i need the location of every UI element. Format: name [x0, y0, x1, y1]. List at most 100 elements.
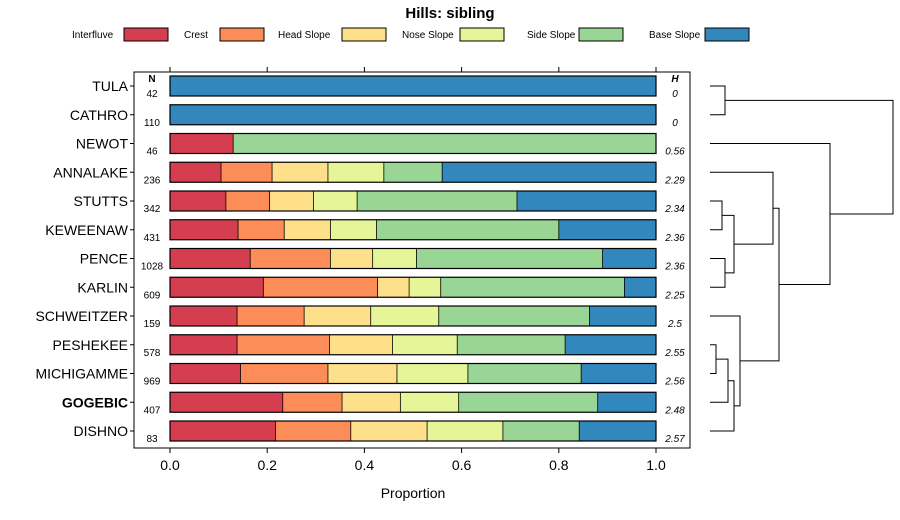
- bar-segment-dishno-nose-slope: [427, 421, 503, 441]
- x-tick-label: 0.6: [452, 457, 472, 473]
- h-value-keweenaw: 2.36: [664, 233, 685, 244]
- h-value-pence: 2.36: [664, 262, 685, 273]
- bar-segment-annalake-base-slope: [442, 162, 656, 183]
- bar-outline-karlin: [169, 276, 657, 298]
- bar-segment-gogebic-side-slope: [458, 392, 598, 413]
- bar-segment-schweitzer-head-slope: [304, 306, 371, 326]
- h-value-michigamme: 2.56: [664, 377, 685, 388]
- dendrogram-link: [725, 99, 894, 215]
- bar-segment-stutts-base-slope: [517, 191, 656, 211]
- legend-swatch-crest: [219, 27, 265, 42]
- category-label-pence: PENCE: [80, 251, 128, 267]
- bar-row-gogebic: 407 2.48: [144, 391, 685, 416]
- x-axis: 0.0 0.2 0.4 0.6 0.8 1.0: [160, 67, 666, 473]
- bar-segment-peshekee-interfluve: [170, 334, 238, 355]
- dendrogram-link: [710, 143, 831, 286]
- bar-segment-michigamme-nose-slope: [396, 363, 468, 384]
- bar-segment-schweitzer-side-slope: [438, 306, 590, 326]
- h-value-schweitzer: 2.5: [667, 319, 682, 330]
- category-label-gogebic: GOGEBIC: [62, 394, 128, 410]
- legend-label-side-slope: Side Slope: [527, 30, 576, 41]
- bar-segment-pence-side-slope: [416, 248, 603, 269]
- h-value-gogebic: 2.48: [664, 405, 685, 416]
- legend: Interfluve Crest Head Slope Nose Slope Side …: [72, 27, 750, 42]
- legend-swatch-head-slope: [341, 27, 387, 42]
- bar-segment-tula-base-slope: [170, 76, 656, 96]
- x-tick-label: 0.4: [355, 457, 375, 473]
- dendrogram: [710, 85, 894, 432]
- legend-label-interfluve: Interfluve: [72, 30, 114, 41]
- h-value-cathro: 0: [672, 118, 678, 129]
- dendrogram-link: [710, 171, 774, 245]
- bar-segment-michigamme-crest: [240, 363, 328, 384]
- bar-segment-gogebic-interfluve: [170, 392, 283, 413]
- n-header: N: [148, 74, 155, 85]
- dendrogram-link: [710, 315, 741, 407]
- x-tick-label: 0.0: [160, 457, 180, 473]
- bar-segment-michigamme-head-slope: [327, 363, 397, 384]
- bar-segment-pence-crest: [250, 248, 331, 269]
- category-label-keweenaw: KEWEENAW: [45, 222, 128, 238]
- n-value-peshekee: 578: [144, 348, 161, 359]
- category-label-dishno: DISHNO: [74, 423, 129, 439]
- legend-swatch-interfluve: [123, 27, 169, 42]
- legend-swatch-nose-slope: [459, 27, 505, 42]
- bar-segment-schweitzer-base-slope: [589, 306, 656, 326]
- bar-segment-dishno-interfluve: [170, 421, 276, 441]
- bar-row-cathro: 110 0: [144, 104, 678, 129]
- bar-segment-stutts-nose-slope: [313, 191, 358, 211]
- bar-row-pence: 1028 2.36: [141, 247, 685, 273]
- n-value-schweitzer: 159: [144, 319, 161, 330]
- bar-segment-pence-base-slope: [602, 248, 656, 269]
- bar-outline-michigamme: [169, 362, 657, 385]
- bar-outline-cathro: [169, 104, 657, 126]
- bar-segment-stutts-interfluve: [170, 191, 226, 211]
- bar-outline-gogebic: [169, 391, 657, 413]
- bar-segment-gogebic-crest: [282, 392, 343, 413]
- category-label-newot: NEWOT: [76, 136, 129, 152]
- bar-segment-annalake-head-slope: [272, 162, 328, 183]
- dendrogram-link: [710, 344, 717, 374]
- bar-segment-gogebic-base-slope: [597, 392, 656, 413]
- n-value-newot: 46: [146, 147, 158, 158]
- legend-label-nose-slope: Nose Slope: [402, 30, 454, 41]
- bar-segment-pence-nose-slope: [372, 248, 417, 269]
- bar-segment-michigamme-interfluve: [170, 363, 241, 384]
- legend-label-base-slope: Base Slope: [649, 30, 701, 41]
- n-value-dishno: 83: [146, 434, 158, 445]
- row-labels: TULA CATHRO NEWOT ANNALAKE STUTTS KEWEENAW PEN…: [35, 78, 134, 439]
- bar-row-keweenaw: 431 2.36: [144, 219, 685, 244]
- bar-outline-tula: [169, 75, 657, 97]
- n-value-annalake: 236: [144, 175, 161, 186]
- bar-segment-schweitzer-nose-slope: [370, 306, 439, 326]
- category-label-annalake: ANNALAKE: [53, 164, 128, 180]
- h-value-karlin: 2.25: [664, 290, 685, 301]
- x-axis-label: Proportion: [381, 485, 446, 501]
- bar-segment-gogebic-nose-slope: [400, 392, 459, 413]
- bar-row-karlin: 609 2.25: [144, 276, 685, 301]
- category-label-karlin: KARLIN: [77, 279, 128, 295]
- x-tick-label: 1.0: [646, 457, 666, 473]
- bar-outline-peshekee: [169, 334, 657, 356]
- bar-segment-annalake-crest: [221, 162, 273, 183]
- n-value-michigamme: 969: [144, 377, 161, 388]
- bar-segment-keweenaw-head-slope: [284, 219, 331, 240]
- bar-segment-stutts-crest: [225, 191, 270, 211]
- bar-segment-michigamme-side-slope: [467, 363, 582, 384]
- bar-row-newot: 46 0.56: [146, 132, 685, 158]
- bar-row-schweitzer: 159 2.5: [144, 305, 682, 330]
- bar-segment-pence-interfluve: [170, 248, 251, 269]
- bar-segment-dishno-base-slope: [579, 421, 656, 441]
- x-tick-label: 0.2: [257, 457, 277, 473]
- h-header: H: [671, 74, 679, 85]
- bar-segment-dishno-head-slope: [350, 421, 428, 441]
- bar-row-dishno: 83 2.57: [146, 420, 685, 445]
- bar-outline-stutts: [169, 190, 657, 212]
- bar-outline-newot: [169, 132, 657, 155]
- x-tick-label: 0.8: [549, 457, 569, 473]
- bar-row-stutts: 342 2.34: [144, 190, 685, 215]
- h-value-annalake: 2.29: [664, 175, 685, 186]
- n-value-keweenaw: 431: [144, 233, 161, 244]
- bar-outline-annalake: [169, 161, 657, 183]
- bar-outline-pence: [169, 247, 657, 270]
